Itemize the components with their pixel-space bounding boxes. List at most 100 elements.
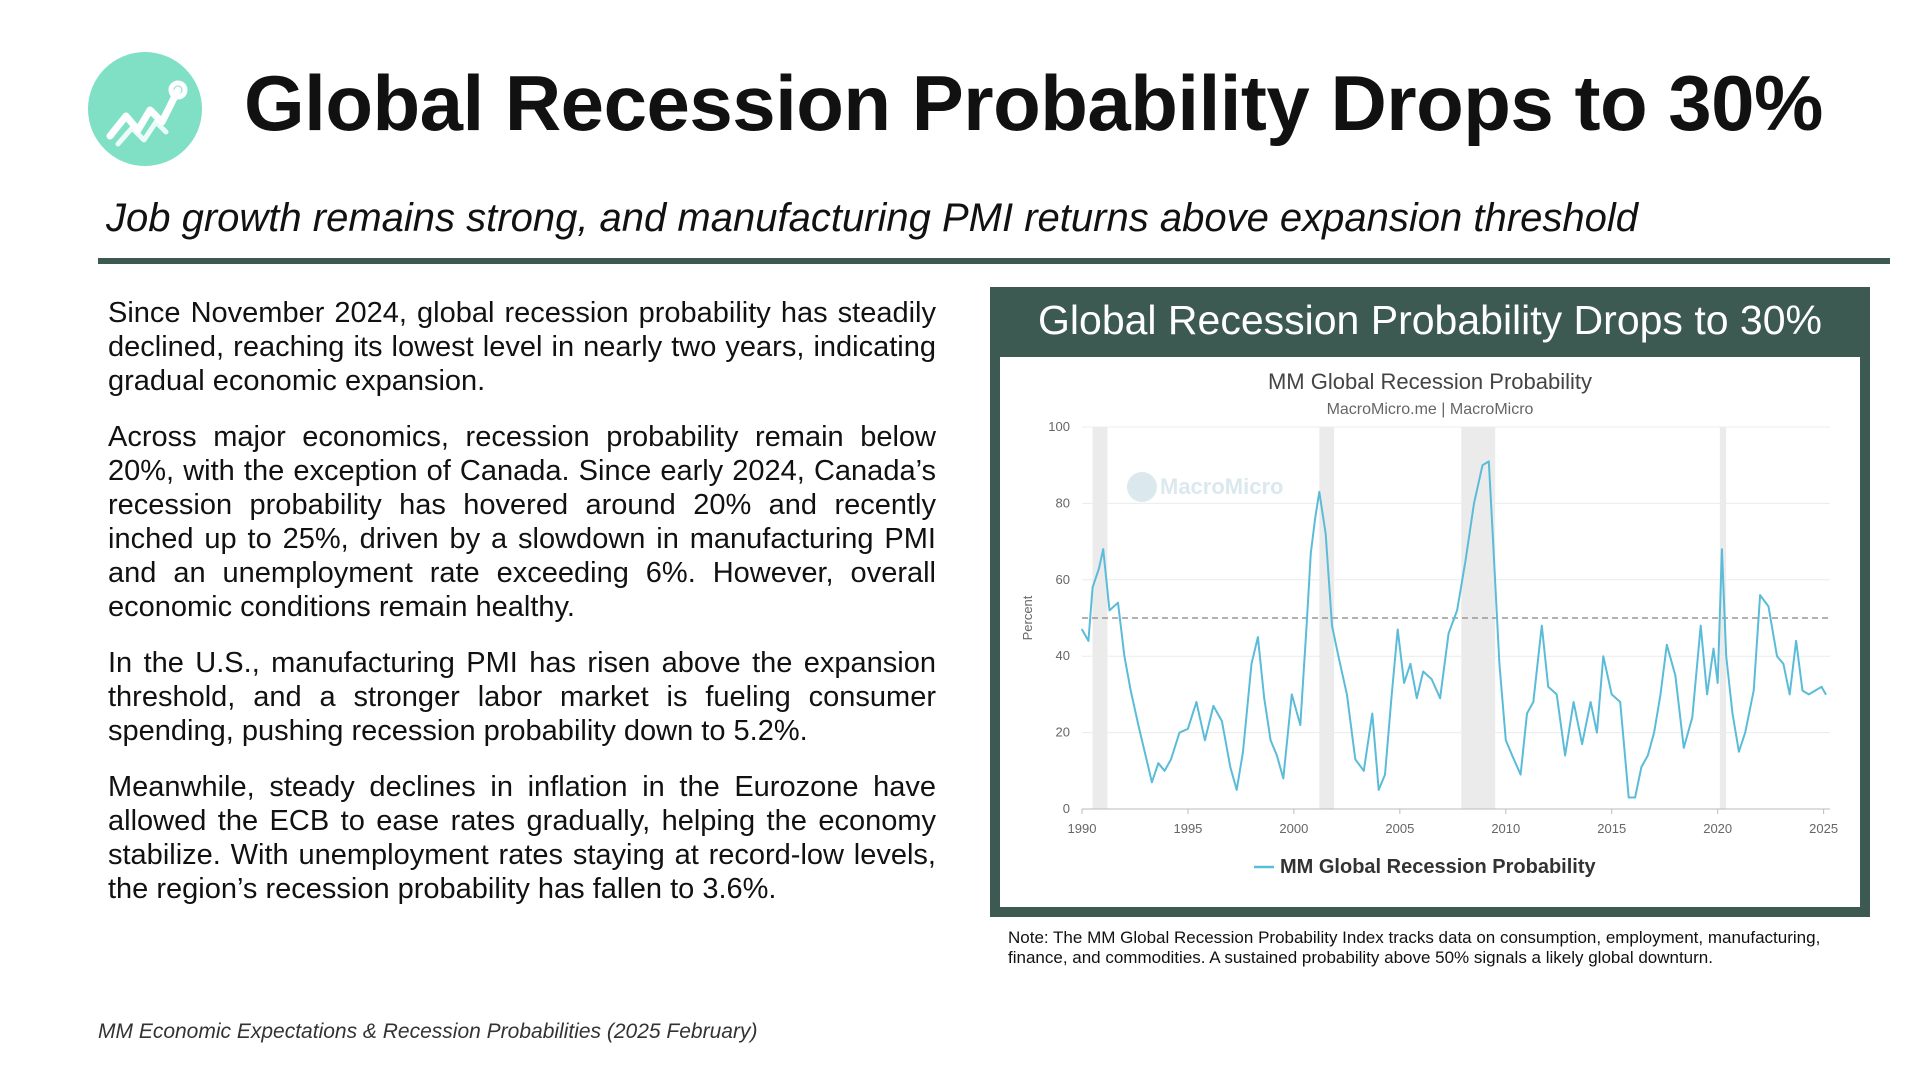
y-tick-label: 40 [1056,648,1070,663]
data-point [1187,727,1189,730]
y-tick-label: 60 [1056,572,1070,587]
data-point [1824,693,1827,696]
data-point [1108,609,1111,612]
chart-title: MM Global Recession Probability [1268,369,1592,394]
data-point [1170,758,1172,761]
data-point [1091,586,1094,589]
data-point [1310,552,1312,554]
data-point [1305,624,1308,627]
data-point [1492,540,1494,543]
title-divider [98,258,1890,264]
data-point [1731,712,1734,715]
trend-line-icon [106,80,188,147]
data-point [1581,743,1583,745]
data-point [1430,678,1433,680]
data-point [1195,701,1198,703]
data-point [1235,789,1238,791]
data-point [1744,731,1747,734]
body-text: Since November 2024, global recession pr… [108,296,936,928]
paragraph: Since November 2024, global recession pr… [108,297,936,397]
data-point [1250,663,1253,665]
data-point [1706,693,1708,696]
data-point [1547,685,1549,688]
data-point [1674,674,1677,677]
data-point [1602,655,1605,657]
data-point [1498,663,1501,665]
x-tick-label: 2000 [1279,821,1308,836]
data-point [1640,766,1643,768]
data-point [1299,724,1302,726]
data-point [1282,777,1285,780]
data-point [1589,701,1592,703]
data-point [1331,624,1333,627]
data-point [1290,693,1293,696]
data-point [1263,697,1266,700]
data-point [1363,770,1365,772]
data-point [1221,720,1223,722]
watermark-logo-icon [1127,472,1157,502]
x-tick-label: 1990 [1068,821,1097,836]
data-point [1653,731,1655,734]
paragraph: Across major economics, recession probab… [108,421,936,623]
data-point [1666,643,1668,646]
data-point [1738,750,1740,753]
data-point [1814,689,1816,692]
x-tick-label: 2005 [1385,821,1414,836]
logo [88,52,202,166]
data-point [1634,796,1636,799]
data-point [1403,682,1405,684]
data-point [1596,731,1598,734]
data-point [1129,689,1132,692]
data-point [1699,624,1702,627]
y-axis-label: Percent [1020,595,1035,640]
data-point [1346,693,1348,696]
data-point [1788,693,1791,696]
recession-shade [1092,427,1108,809]
data-point [1318,491,1321,493]
x-tick-label: 2020 [1703,821,1732,836]
data-point [1795,640,1797,642]
data-point [1659,693,1662,696]
data-point [1627,796,1630,799]
data-point [1384,773,1386,776]
data-point [1541,624,1543,627]
data-point [1716,682,1719,684]
chart-panel-title: Global Recession Probability Drops to 30… [1038,297,1822,343]
data-point [1725,655,1727,657]
data-point [1276,754,1278,757]
data-point [1415,697,1418,700]
data-point [1752,689,1755,692]
data-point [1098,567,1100,570]
data-point [1481,464,1484,466]
data-point [1422,670,1424,673]
data-point [1409,663,1412,665]
data-point [1390,697,1393,700]
data-point [1123,655,1126,657]
data-point [1102,548,1104,551]
data-point [1504,739,1507,742]
data-point [1138,727,1141,730]
data-point [1532,701,1535,703]
recession-probability-chart: 0 20 40 60 80 100 1990 1995 2000 2005 2010 2015 2020… [1020,369,1838,878]
data-point [1572,701,1575,703]
page-subtitle: Job growth remains strong, and manufactu… [106,196,1638,240]
data-point [1526,712,1528,715]
data-point [1257,636,1259,638]
x-tick-label: 1995 [1173,821,1202,836]
data-point [1691,716,1694,719]
paragraph: Meanwhile, steady declines in inflation … [108,771,936,905]
data-point [1610,693,1613,696]
data-point [1820,685,1823,688]
data-point [1767,605,1770,608]
data-point [1776,655,1778,657]
data-point [1682,747,1685,749]
legend-label: MM Global Recession Probability [1280,856,1596,878]
data-point [1354,758,1357,761]
data-point [1212,705,1215,707]
data-point [1721,548,1723,551]
x-tick-label: 2015 [1597,821,1626,836]
data-point [1371,712,1374,715]
data-point [1117,601,1119,604]
data-point [1144,754,1147,757]
data-point [1782,663,1785,665]
